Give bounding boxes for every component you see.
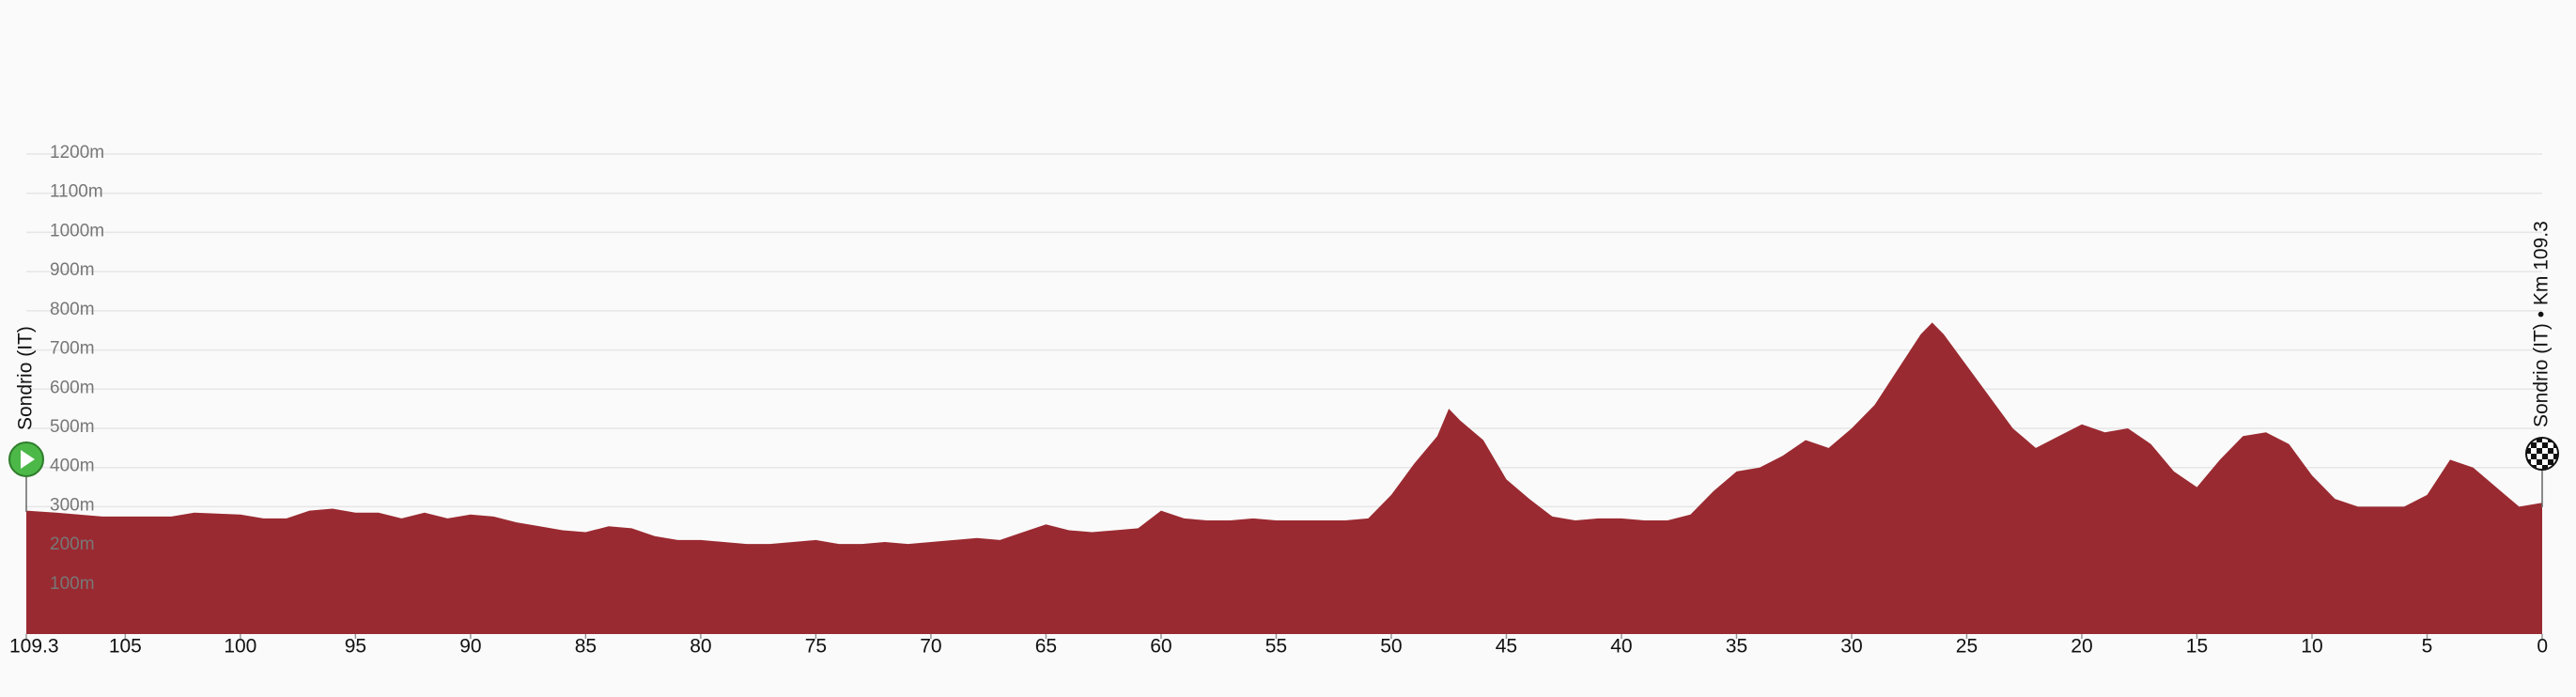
x-tick-label: 45	[1496, 636, 1517, 658]
y-tick-label: 600m	[50, 378, 95, 397]
x-tick-label: 40	[1610, 636, 1632, 658]
elevation-area	[26, 322, 2542, 634]
start-play	[21, 450, 35, 469]
start-marker: Sondrio (IT)	[8, 326, 44, 512]
axes: 100m200m300m400m500m600m700m800m900m1000…	[9, 143, 2548, 658]
y-tick-label: 900m	[50, 260, 95, 280]
x-tick-label: 65	[1035, 636, 1057, 658]
y-tick-label: 300m	[50, 495, 95, 515]
y-tick-label: 1100m	[50, 182, 103, 202]
area-layer	[26, 322, 2542, 634]
y-tick-label: 1000m	[50, 221, 104, 240]
x-tick-label: 60	[1150, 636, 1172, 658]
y-tick-label: 500m	[50, 417, 95, 437]
finish-icon	[2525, 437, 2559, 471]
x-tick-label: 100	[224, 636, 256, 658]
start-label: Sondrio (IT)	[15, 326, 37, 430]
x-tick-label: 75	[805, 636, 827, 658]
x-tick-label: 90	[459, 636, 481, 658]
x-tick-label: 80	[690, 636, 711, 658]
x-tick-label: 15	[2186, 636, 2208, 658]
x-tick-label: 105	[109, 636, 142, 658]
finish-marker: Sondrio (IT) • Km 109.3	[2525, 221, 2559, 507]
y-tick-label: 200m	[50, 534, 95, 554]
x-tick-label: 35	[1726, 636, 1747, 658]
y-tick-label: 700m	[50, 339, 95, 359]
x-tick-label: 30	[1840, 636, 1862, 658]
y-tick-label: 400m	[50, 457, 95, 476]
x-tick-label: 109.3	[9, 636, 59, 658]
x-tick-label: 95	[345, 636, 366, 658]
x-tick-label: 25	[1956, 636, 1978, 658]
x-tick-label: 0	[2537, 636, 2548, 658]
x-tick-label: 50	[1380, 636, 1402, 658]
y-tick-label: 1200m	[50, 143, 104, 163]
y-tick-label: 800m	[50, 300, 95, 319]
y-tick-label: 100m	[50, 574, 95, 594]
x-tick-label: 5	[2422, 636, 2433, 658]
x-tick-label: 10	[2301, 636, 2322, 658]
finish-label: Sondrio (IT) • Km 109.3	[2531, 221, 2553, 427]
x-tick-label: 85	[575, 636, 597, 658]
x-tick-label: 70	[920, 636, 941, 658]
x-tick-label: 20	[2071, 636, 2092, 658]
x-tick-label: 55	[1265, 636, 1287, 658]
